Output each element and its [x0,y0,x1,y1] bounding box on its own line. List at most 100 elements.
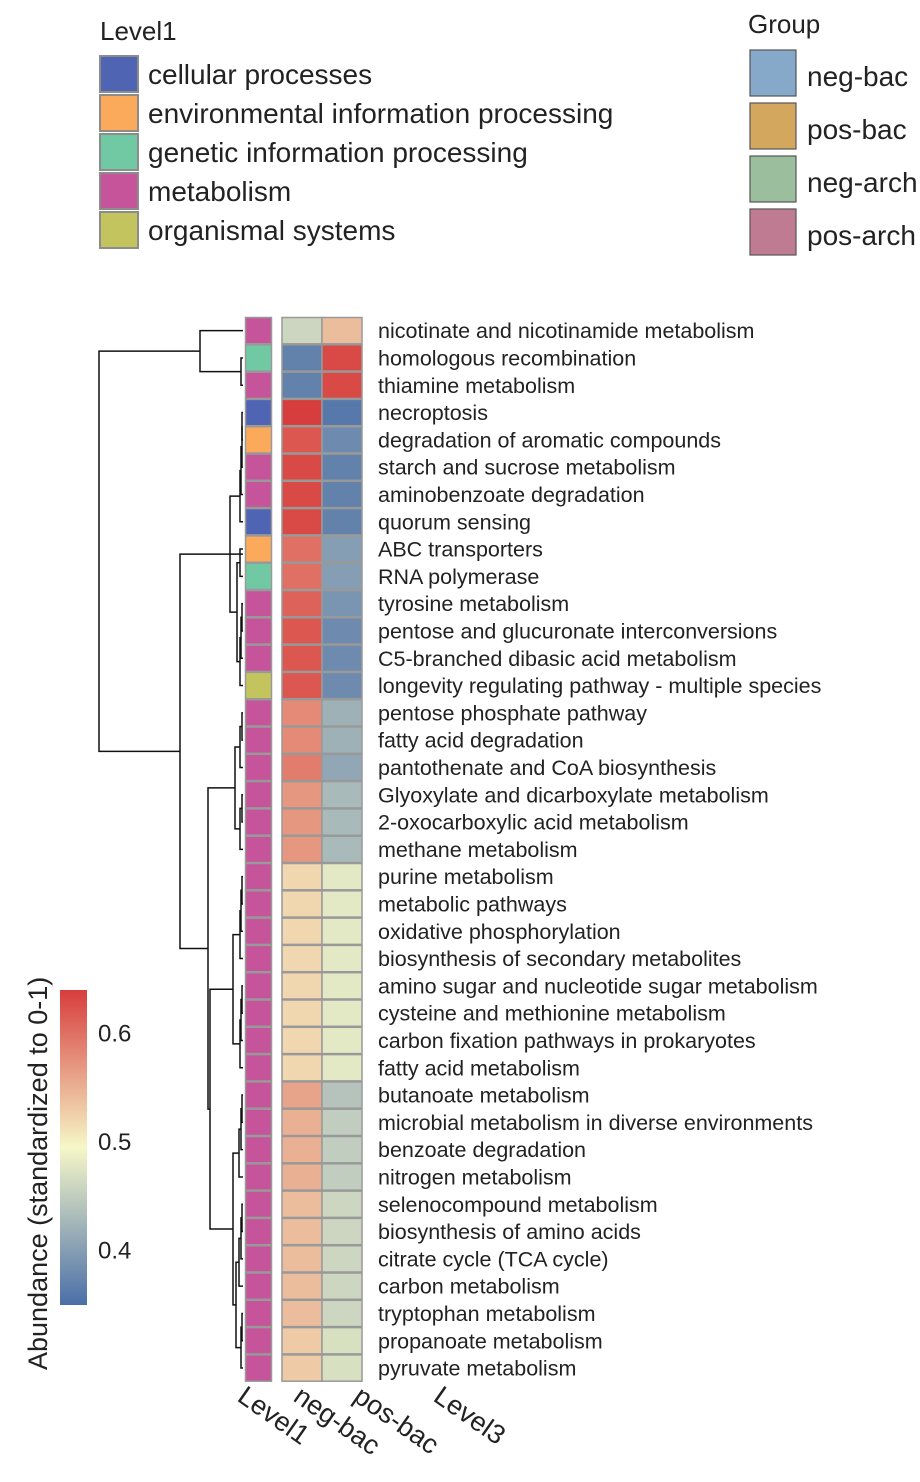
row-label: 2-oxocarboxylic acid metabolism [378,811,689,835]
row-label: C5-branched dibasic acid metabolism [378,647,737,671]
group-legend-swatch [749,208,797,256]
level1-cell [244,480,273,509]
heatmap-cell [281,535,323,563]
group-legend-label: neg-arch [807,167,918,198]
row-label: propanoate metabolism [378,1329,603,1353]
row-label: amino sugar and nucleotide sugar metabol… [378,974,818,998]
row-label: benzoate degradation [378,1138,586,1162]
level1-cell [244,344,273,372]
heatmap-cell [281,1326,323,1355]
level1-cell [244,1244,273,1273]
level1-cell [244,1108,273,1137]
dendrogram-branch [207,787,235,1110]
level1-legend-label: metabolism [148,176,291,207]
heatmap-cell [321,1244,363,1273]
level1-cell [244,1053,273,1082]
group-legend-title: Group [748,9,820,39]
row-label: fatty acid metabolism [378,1056,580,1080]
row-label: quorum sensing [378,510,531,534]
heatmap-cell [281,1354,323,1382]
row-label: butanoate metabolism [378,1084,590,1108]
level1-cell [244,808,273,836]
heatmap-cell [321,698,363,727]
heatmap-cell [281,344,323,372]
level1-cell [244,780,273,809]
heatmap-cell [281,589,323,618]
row-dendrogram [98,329,243,1369]
row-label: carbon metabolism [378,1275,560,1299]
group-legend-swatch [749,155,797,203]
level1-cell [244,562,273,591]
heatmap-cell [321,1354,363,1382]
level1-cell [244,971,273,1000]
dendrogram-branch [241,712,243,741]
heatmap-cell [281,1217,323,1246]
heatmap-cell [321,316,363,345]
level1-cell [244,371,273,400]
row-label: biosynthesis of secondary metabolites [378,947,741,971]
level1-legend: Level1 cellular processes environmental i… [99,16,613,249]
row-label: methane metabolism [378,838,578,862]
heatmap-cell [281,971,323,1000]
heatmap-cell [281,371,323,400]
level1-cell [244,835,273,864]
heatmap-cell [321,1108,363,1137]
dendrogram-branch [241,426,243,468]
level1-cell [244,1326,273,1355]
row-label: carbon fixation pathways in prokaryotes [378,1029,756,1053]
heatmap-cell [321,753,363,782]
level1-cell [244,617,273,645]
level1-cell [244,671,273,700]
heatmap-cell [281,1135,323,1164]
heatmap-cell [281,1026,323,1055]
level1-cell [244,1217,273,1246]
level1-cell [244,999,273,1028]
heatmap-cell [321,944,363,973]
heatmap-cell [281,917,323,946]
heatmap-cell [281,398,323,427]
heatmap-cell [281,453,323,482]
heatmap-cell [321,589,363,618]
row-label: aminobenzoate degradation [378,483,645,507]
level1-cell [244,425,273,454]
heatmap-cell [321,726,363,755]
row-label: ABC transporters [378,538,543,562]
heatmap-cell [321,1026,363,1055]
heatmap-cell [321,862,363,891]
row-label: cysteine and methionine metabolism [378,1002,726,1026]
level1-cell [244,726,273,755]
heatmap-cell [321,480,363,509]
level1-cell [244,1135,273,1164]
row-label: longevity regulating pathway - multiple … [378,674,821,698]
group-legend-swatch [749,49,797,97]
group-legend-swatch [749,102,797,150]
row-label: citrate cycle (TCA cycle) [378,1247,609,1271]
row-label: starch and sucrose metabolism [378,456,676,480]
heatmap-cell [321,617,363,645]
heatmap-cell [281,1190,323,1219]
dendrogram-branch [241,602,243,632]
row-label: biosynthesis of amino acids [378,1220,641,1244]
dendrogram-branch [241,985,243,1014]
level1-cell [244,917,273,946]
row-label: degradation of aromatic compounds [378,428,721,452]
dendrogram-branch [239,548,243,578]
heatmap-cell [281,1053,323,1082]
colorbar-tick-label: 0.4 [98,1238,131,1265]
level1-legend-label: organismal systems [148,215,395,246]
heatmap-cell [321,1135,363,1164]
level1-legend-swatch [99,94,139,132]
row-label: pentose and glucuronate interconversions [378,619,777,643]
heatmap-cell [321,425,363,454]
row-label: oxidative phosphorylation [378,920,621,944]
heatmap-cell [281,644,323,673]
heatmap-cell [281,835,323,864]
heatmap-cell [281,999,323,1028]
heatmap-cell [281,944,323,973]
row-label: tyrosine metabolism [378,592,569,616]
heatmap-cell [281,480,323,509]
heatmap-cell [321,890,363,918]
level1-cell [244,1354,273,1382]
row-label: tryptophan metabolism [378,1302,596,1326]
